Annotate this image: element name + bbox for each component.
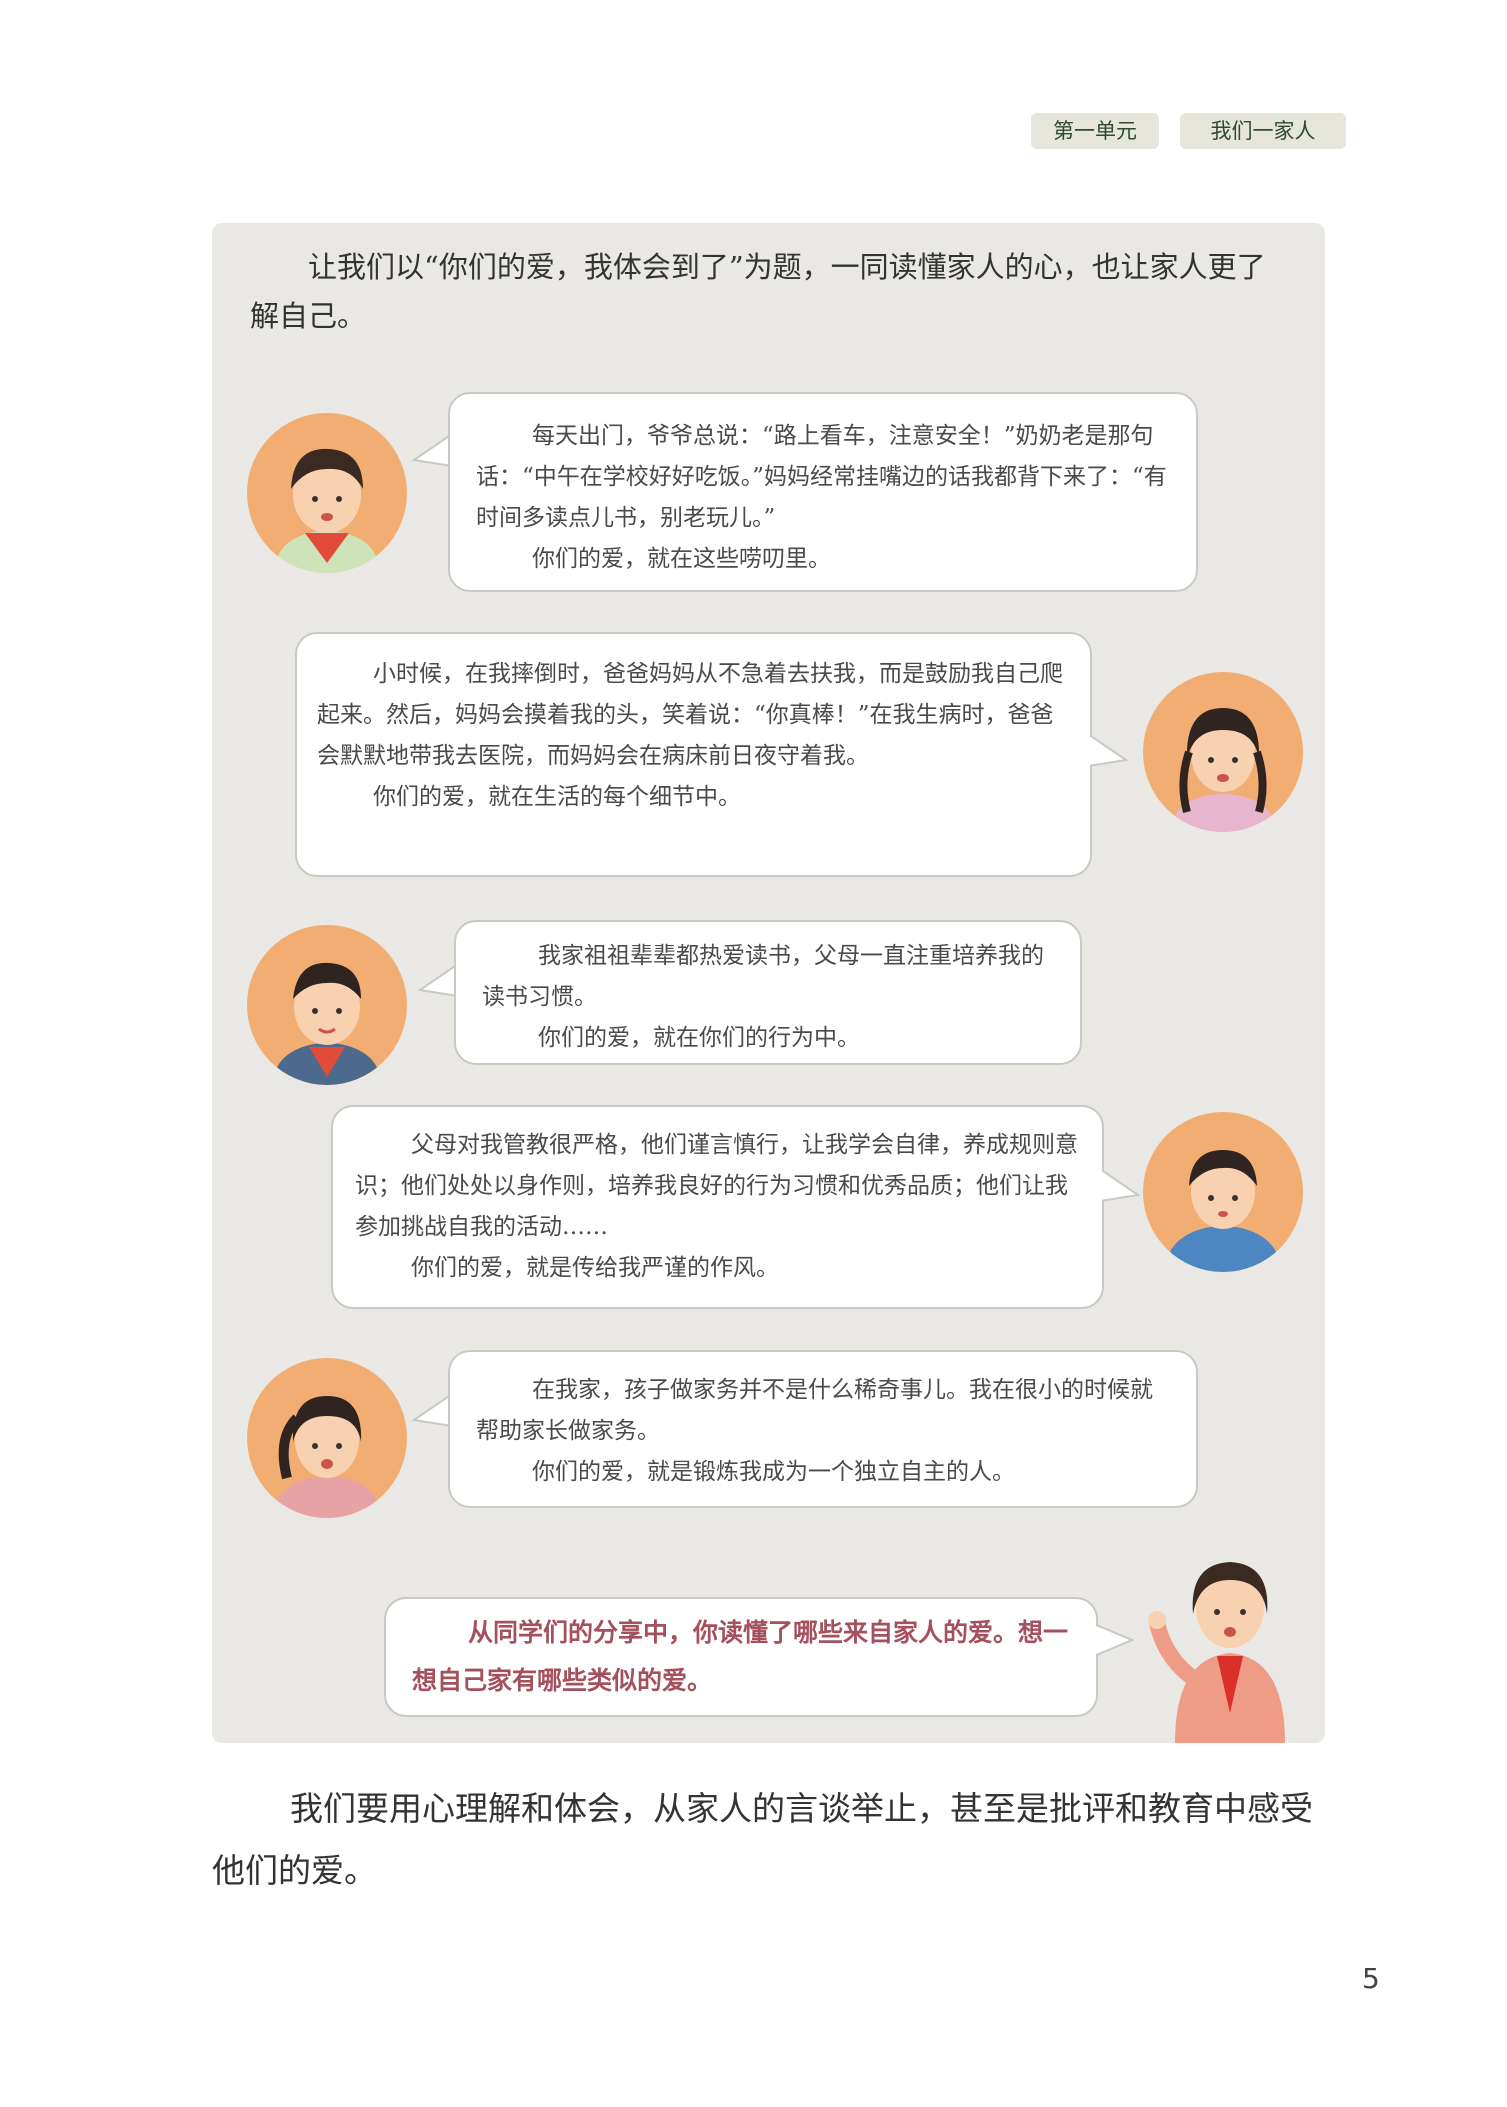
bubble-tail-icon — [412, 1392, 452, 1428]
girl-pointing-illustration-icon — [1148, 1562, 1285, 1743]
speech-bubble-2: 小时候，在我摔倒时，爸爸妈妈从不急着去扶我，而是鼓励我自己爬起来。然后，妈妈会摸… — [295, 632, 1092, 877]
bubble-conclusion: 你们的爱，就在这些唠叨里。 — [532, 546, 831, 572]
prompt-text: 从同学们的分享中，你读懂了哪些来自家人的爱。想一想自己家有哪些类似的爱。 — [412, 1618, 1069, 1695]
boy-avatar-icon — [247, 413, 407, 573]
bubble-text: 在我家，孩子做家务并不是什么稀奇事儿。我在很小的时候就帮助家长做家务。 — [476, 1377, 1153, 1444]
bubble-text: 小时候，在我摔倒时，爸爸妈妈从不急着去扶我，而是鼓励我自己爬起来。然后，妈妈会摸… — [317, 661, 1063, 769]
speech-bubble-1: 每天出门，爷爷总说：“路上看车，注意安全！”奶奶老是那句话：“中午在学校好好吃饭… — [448, 392, 1198, 592]
bubble-conclusion: 你们的爱，就是锻炼我成为一个独立自主的人。 — [532, 1459, 1015, 1485]
discussion-prompt-bubble: 从同学们的分享中，你读懂了哪些来自家人的爱。想一想自己家有哪些类似的爱。 — [384, 1597, 1098, 1717]
closing-paragraph: 我们要用心理解和体会，从家人的言谈举止，甚至是批评和教育中感受他们的爱。 — [212, 1789, 1313, 1890]
girl-braids-avatar-icon — [1143, 672, 1303, 832]
bubble-text: 父母对我管教很严格，他们谨言慎行，让我学会自律，养成规则意识；他们处处以身作则，… — [355, 1132, 1078, 1240]
page-number: 5 — [1362, 1962, 1380, 1995]
bubble-text: 每天出门，爷爷总说：“路上看车，注意安全！”奶奶老是那句话：“中午在学校好好吃饭… — [476, 423, 1167, 531]
speech-bubble-5: 在我家，孩子做家务并不是什么稀奇事儿。我在很小的时候就帮助家长做家务。 你们的爱… — [448, 1350, 1198, 1508]
bubble-conclusion: 你们的爱，就在生活的每个细节中。 — [373, 784, 741, 810]
bubble-tail-icon — [1100, 1167, 1140, 1203]
bubble-text: 我家祖祖辈辈都热爱读书，父母一直注重培养我的读书习惯。 — [482, 943, 1044, 1010]
boy-scarf-avatar-icon — [247, 925, 407, 1085]
bubble-tail-icon — [1088, 732, 1128, 768]
speech-bubble-4: 父母对我管教很严格，他们谨言慎行，让我学会自律，养成规则意识；他们处处以身作则，… — [331, 1105, 1104, 1309]
boy-jacket-avatar-icon — [1143, 1112, 1303, 1272]
bubble-conclusion: 你们的爱，就在你们的行为中。 — [538, 1025, 860, 1051]
unit-tag: 第一单元 — [1031, 113, 1159, 149]
bubble-conclusion: 你们的爱，就是传给我严谨的作风。 — [411, 1255, 779, 1281]
bubble-tail-icon — [412, 432, 452, 468]
girl-ponytail-avatar-icon — [247, 1358, 407, 1518]
chapter-title-tag: 我们一家人 — [1180, 113, 1346, 149]
intro-paragraph: 让我们以“你们的爱，我体会到了”为题，一同读懂家人的心，也让家人更了解自己。 — [250, 250, 1266, 333]
bubble-tail-icon — [1094, 1622, 1134, 1658]
speech-bubble-3: 我家祖祖辈辈都热爱读书，父母一直注重培养我的读书习惯。 你们的爱，就在你们的行为… — [454, 920, 1082, 1065]
bubble-tail-icon — [418, 962, 458, 998]
